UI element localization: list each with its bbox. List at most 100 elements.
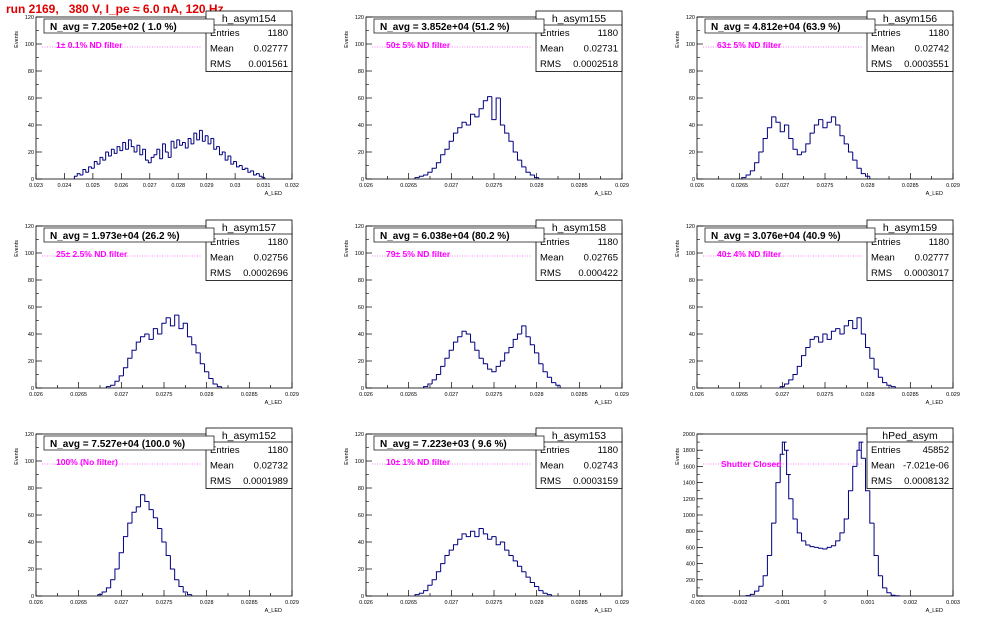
histogram-bin [105,587,111,592]
histogram-bin [766,127,772,139]
y-tick-label: 1600 [683,464,695,470]
histogram-bin [890,385,896,388]
histogram-bin [135,341,141,351]
histogram-bin [822,548,828,550]
x-tick-label: 0.028 [530,183,544,189]
histogram-bin [508,133,514,142]
n-avg-annotation: N_avg = 3.852e+04 (51.2 %) [380,22,510,33]
stat-label: Entries [210,28,240,39]
histogram-bin [204,135,209,142]
x-tick-label: -0.002 [732,600,748,606]
histogram-bin [186,323,192,338]
y-tick-label: 60 [358,96,364,102]
x-axis-label: A_LED [265,608,282,614]
y-tick-label: 80 [689,278,695,284]
histogram-bin [148,334,154,340]
histogram-bin [181,142,186,146]
histogram-panel-h_asym152: 0 20 40 60 80 100 120 0.026 0.0265 0.027 0.0275 0.0… [14,427,299,614]
stat-label: RMS [210,268,231,279]
histogram-panel-hPed_asym: 0 200 400 600 800 1000 1200 1400 1600 1800 2000 -0.… [675,427,960,614]
stat-value: 0.001561 [248,59,288,70]
histogram-bin [88,166,92,173]
histogram-bin [504,352,509,361]
histogram-bin [478,528,484,537]
histogram-bin [179,139,183,146]
histogram-bin [118,375,124,382]
x-tick-label: 0.026 [690,183,704,189]
stats-box [866,10,954,72]
x-tick-label: 0.0275 [156,392,173,398]
stat-label: RMS [540,268,561,279]
stat-value: 0.02756 [254,253,288,264]
histogram-bin [184,142,189,149]
histogram-bin [105,151,109,161]
histogram-bin [241,165,246,171]
y-tick-label: 20 [689,150,695,156]
histogram-bin [440,563,445,572]
histogram-bin [801,532,806,542]
y-tick-label: 20 [689,359,695,365]
histogram-bin [182,322,188,329]
histogram-bin [766,555,772,576]
histogram-bin [174,314,179,326]
histogram-bin [105,386,111,388]
histogram-bin [140,336,145,343]
y-tick-label: 200 [686,578,695,584]
y-tick-label: 120 [686,15,695,21]
histogram-bin [546,371,552,378]
histogram-bin [169,555,175,570]
histogram-bin [860,317,866,335]
histogram-bin [478,108,484,117]
histogram-bin [835,116,840,126]
filter-label: 1± 0.1% ND filter [56,40,123,50]
histogram-bin [431,379,437,384]
x-tick-label: 0.027 [444,183,458,189]
histogram-bin [414,177,420,179]
histogram-bin [813,124,819,134]
histogram-bin [414,594,420,596]
y-tick-label: 60 [689,96,695,102]
histogram-bin [221,151,226,155]
y-tick-label: 20 [28,359,34,365]
histogram-bin [839,532,845,541]
histogram-bin [250,170,254,173]
stat-value: 1180 [929,28,949,39]
x-tick-label: 0.029 [615,600,629,606]
y-tick-label: 100 [25,459,34,465]
histogram-bin [201,130,206,142]
x-tick-label: 0.026 [29,392,43,398]
x-tick-label: 0.029 [946,392,960,398]
y-tick-label: 1000 [683,513,695,519]
histogram-bin [216,383,222,388]
y-axis-label: Events [675,31,681,48]
histogram-bin [818,336,823,343]
y-tick-label: 80 [358,69,364,75]
stat-value: 0.0003551 [904,59,949,70]
histogram-bin [150,156,155,163]
histogram-bin [758,151,764,163]
y-tick-label: 80 [689,69,695,75]
histogram-bin [196,133,200,141]
histogram-bin [122,142,126,151]
histogram-bin [157,328,162,335]
stat-label: RMS [871,268,892,279]
stat-value: 45852 [923,445,949,456]
y-tick-label: 80 [358,486,364,492]
histogram-bin [788,379,793,384]
histogram-bin [843,325,849,334]
histogram-name: h_asym152 [222,430,276,442]
y-tick-label: 800 [686,529,695,535]
stat-value: 1180 [598,237,618,248]
histogram-bin [470,334,475,343]
y-tick-label: 100 [686,251,695,257]
y-tick-label: 40 [358,332,364,338]
x-tick-label: 0.0265 [400,183,417,189]
histogram-bin [452,544,458,551]
x-tick-label: 0.029 [200,183,214,189]
histogram-bin [135,506,141,513]
histogram-panel-h_asym156: 0 20 40 60 80 100 120 0.026 0.0265 0.027 0.0275 0.0… [675,10,960,197]
histogram-bin [495,536,501,546]
histogram-bin [116,146,120,154]
stat-value: 1180 [598,28,618,39]
histogram-bin [145,149,149,161]
